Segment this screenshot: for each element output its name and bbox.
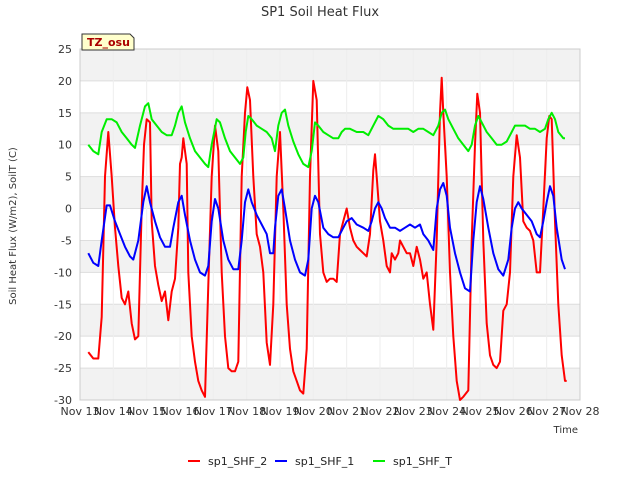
background-band (80, 176, 580, 209)
legend-label: sp1_SHF_1 (295, 455, 354, 468)
background-band (80, 368, 580, 400)
x-tick-label: Nov 19 (261, 405, 300, 418)
y-tick-label: -15 (54, 298, 72, 311)
plot-area-border (79, 48, 581, 401)
y-tick-label: 25 (58, 43, 72, 56)
y-tick-label: 5 (65, 171, 72, 184)
background-bands (80, 49, 580, 400)
x-tick-label: Nov 25 (461, 405, 500, 418)
legend-label: sp1_SHF_T (393, 455, 452, 468)
y-tick-label: 20 (58, 75, 72, 88)
y-tick-label: 0 (65, 203, 72, 216)
x-tick-label: Nov 22 (361, 405, 400, 418)
x-tick-label: Nov 27 (527, 405, 566, 418)
y-tick-label: -20 (54, 330, 72, 343)
tz-badge-box (81, 33, 135, 51)
y-tick-label: -30 (54, 394, 72, 407)
tz-badge: TZ_osu (81, 33, 135, 51)
x-tick-label: Nov 26 (494, 405, 533, 418)
x-tick-label: Nov 18 (227, 405, 266, 418)
series-line-sp1_SHF_1 (87, 182, 566, 293)
legend: sp1_SHF_2 sp1_SHF_1 sp1_SHF_T (188, 455, 452, 468)
series-lines (87, 76, 567, 401)
series-line-sp1_SHF_2 (87, 76, 567, 401)
x-tick-label: Nov 14 (94, 405, 133, 418)
x-tick-label: Nov 16 (161, 405, 200, 418)
x-tick-label: Nov 24 (427, 405, 466, 418)
y-tick-label: -5 (61, 234, 72, 247)
y-tick-label: -25 (54, 362, 72, 375)
x-tick-label: Nov 23 (394, 405, 433, 418)
y-tick-label: 15 (58, 107, 72, 120)
chart-title: SP1 Soil Heat Flux (261, 5, 379, 20)
x-tick-label: Nov 20 (294, 405, 333, 418)
x-tick-label: Nov 21 (327, 405, 366, 418)
series-line-sp1_SHF_T (87, 102, 565, 169)
tz-badge-label: TZ_osu (87, 36, 130, 49)
x-tick-label: Nov 15 (127, 405, 166, 418)
y-tick-label: -10 (54, 266, 72, 279)
legend-label: sp1_SHF_2 (208, 455, 267, 468)
background-band (80, 304, 580, 337)
y-tick-label: 10 (58, 139, 72, 152)
x-tick-label: Nov 28 (561, 405, 600, 418)
background-band (80, 49, 580, 81)
y-tick-labels: -30 -25 -20 -15 -10 -5 0 5 10 15 20 25 (54, 43, 72, 407)
y-axis-label: Soil Heat Flux (W/m2), SoilT (C) (8, 147, 19, 305)
x-tick-label: Nov 17 (194, 405, 233, 418)
x-tick-label: Nov 13 (61, 405, 100, 418)
background-band (80, 112, 580, 145)
x-axis-label: Time (553, 425, 578, 436)
